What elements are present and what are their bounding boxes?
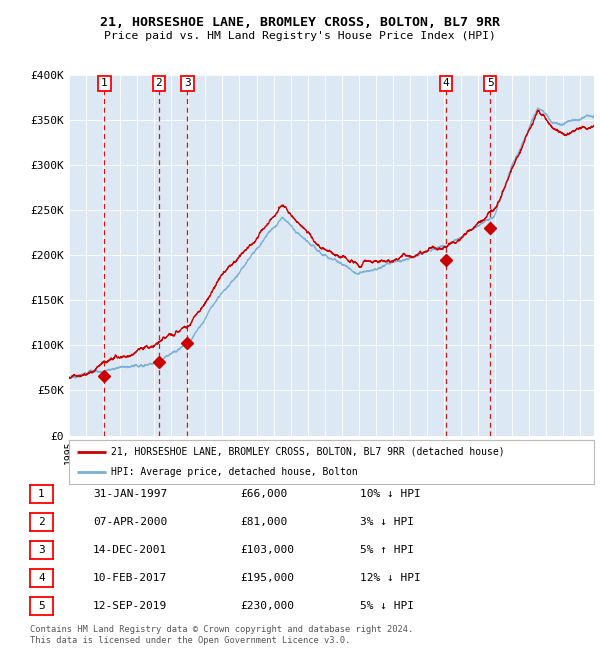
Text: 10-FEB-2017: 10-FEB-2017 bbox=[93, 573, 167, 583]
Text: 1: 1 bbox=[38, 489, 45, 499]
Text: 5% ↑ HPI: 5% ↑ HPI bbox=[360, 545, 414, 555]
Text: 3: 3 bbox=[38, 545, 45, 555]
Text: £195,000: £195,000 bbox=[240, 573, 294, 583]
Text: 4: 4 bbox=[442, 79, 449, 88]
Text: 12-SEP-2019: 12-SEP-2019 bbox=[93, 601, 167, 611]
Text: 5: 5 bbox=[38, 601, 45, 611]
Text: £66,000: £66,000 bbox=[240, 489, 287, 499]
Text: 10% ↓ HPI: 10% ↓ HPI bbox=[360, 489, 421, 499]
Text: 5: 5 bbox=[487, 79, 494, 88]
Text: Price paid vs. HM Land Registry's House Price Index (HPI): Price paid vs. HM Land Registry's House … bbox=[104, 31, 496, 40]
Text: 3: 3 bbox=[184, 79, 191, 88]
Text: 21, HORSESHOE LANE, BROMLEY CROSS, BOLTON, BL7 9RR: 21, HORSESHOE LANE, BROMLEY CROSS, BOLTO… bbox=[100, 16, 500, 29]
Text: 3% ↓ HPI: 3% ↓ HPI bbox=[360, 517, 414, 527]
Text: 31-JAN-1997: 31-JAN-1997 bbox=[93, 489, 167, 499]
Text: 07-APR-2000: 07-APR-2000 bbox=[93, 517, 167, 527]
Text: 2: 2 bbox=[38, 517, 45, 527]
Text: 2: 2 bbox=[155, 79, 162, 88]
Text: 5% ↓ HPI: 5% ↓ HPI bbox=[360, 601, 414, 611]
Text: £103,000: £103,000 bbox=[240, 545, 294, 555]
Text: £230,000: £230,000 bbox=[240, 601, 294, 611]
Text: 12% ↓ HPI: 12% ↓ HPI bbox=[360, 573, 421, 583]
Text: 14-DEC-2001: 14-DEC-2001 bbox=[93, 545, 167, 555]
Text: Contains HM Land Registry data © Crown copyright and database right 2024.
This d: Contains HM Land Registry data © Crown c… bbox=[30, 625, 413, 645]
Text: 4: 4 bbox=[38, 573, 45, 583]
Text: 21, HORSESHOE LANE, BROMLEY CROSS, BOLTON, BL7 9RR (detached house): 21, HORSESHOE LANE, BROMLEY CROSS, BOLTO… bbox=[111, 447, 505, 457]
Text: 1: 1 bbox=[101, 79, 108, 88]
Text: £81,000: £81,000 bbox=[240, 517, 287, 527]
Text: HPI: Average price, detached house, Bolton: HPI: Average price, detached house, Bolt… bbox=[111, 467, 358, 477]
